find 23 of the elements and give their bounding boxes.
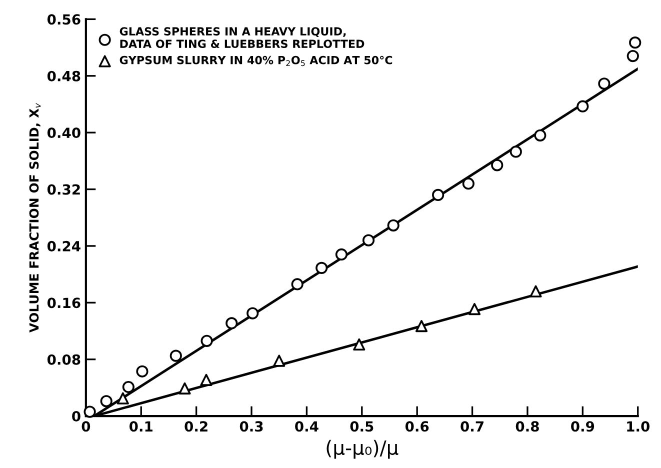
- x-tick-label: 0.5: [350, 421, 374, 432]
- x-tick-label: 0.8: [516, 421, 539, 432]
- y-tick-label: 0.32: [47, 184, 80, 195]
- y-tick-label: 0.48: [47, 70, 80, 82]
- x-tick-label: 0.7: [460, 421, 484, 432]
- x-tick-label: 0.4: [295, 421, 318, 432]
- y-tick-label: 0.40: [47, 128, 80, 138]
- x-tick-label: 0.2: [184, 421, 208, 432]
- y-tick-label: 0.16: [47, 298, 80, 308]
- legend-label: GYPSUM SLURRY IN 40% P$_{2}$O$_{5}$ ACID AT 50°C: [120, 56, 392, 66]
- x-axis-title: (μ-μ₀)/μ: [326, 440, 398, 459]
- y-tick-label: 0.08: [47, 354, 80, 365]
- x-tick-label: 0.6: [405, 421, 429, 432]
- y-tick-label: 0.56: [47, 14, 80, 25]
- x-tick-label: 0.9: [571, 421, 594, 432]
- x-tick-label: 0.1: [129, 421, 152, 432]
- y-tick-label: 0: [72, 411, 80, 422]
- x-tick-label: 0.3: [240, 421, 263, 432]
- y-tick-label: 0.24: [47, 240, 80, 252]
- x-tick-label: 0: [82, 421, 90, 432]
- legend-label: GLASS SPHERES IN A HEAVY LIQUID, DATA OF TING & LUEBBERS REPLOTTED: [120, 27, 364, 48]
- y-axis-title: VOLUME FRACTION OF SOLID, X$_{v}$: [29, 102, 41, 333]
- x-tick-label: 1.0: [627, 421, 650, 432]
